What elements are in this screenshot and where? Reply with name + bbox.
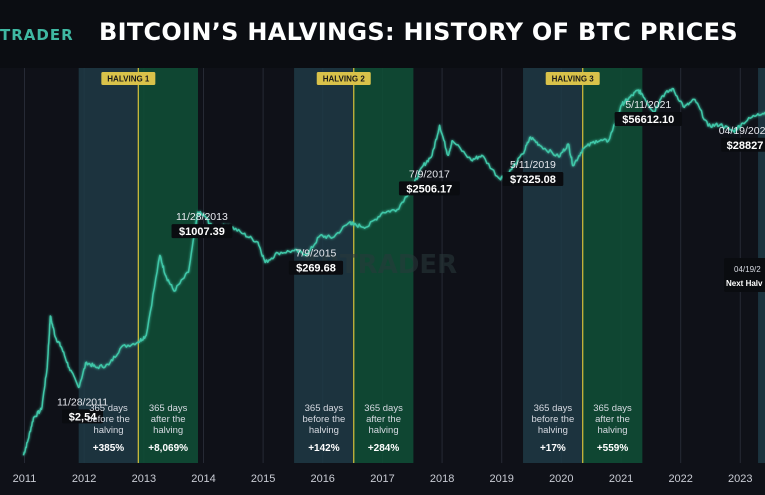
brand-logo-text: TRADER (0, 26, 74, 44)
halving-label-bg-1 (101, 72, 156, 85)
period-before-text-1-1: before the (87, 414, 130, 425)
annotation-date-6: 5/11/2021 (625, 99, 671, 111)
x-tick-2015: 2015 (251, 473, 275, 485)
period-after-pct-1: +8,069% (148, 443, 188, 454)
annotation-date-5: 5/11/2019 (510, 159, 556, 171)
annotation-7: 04/19/2023 $28827 (719, 125, 765, 152)
period-after-text-1-2: halving (153, 425, 183, 436)
next-halving-bg (724, 258, 765, 292)
band-before-halving-1 (78, 68, 139, 463)
annotation-date-1: 11/28/2011 (57, 396, 108, 408)
period-before-text-1-2: halving (93, 425, 123, 436)
annotation-3: 7/9/2015 $269.68 (288, 248, 344, 275)
x-tick-2014: 2014 (191, 473, 215, 485)
annotation-price-1: $2,54 (69, 411, 97, 423)
annotation-price-4: $2506.17 (406, 183, 452, 195)
annotation-price-bg-2 (171, 224, 233, 239)
band-after-halving-2 (353, 68, 414, 463)
x-tick-2013: 2013 (132, 473, 156, 485)
period-before-text-2-0: 365 days (305, 403, 344, 414)
period-after-text-1-1: after the (151, 414, 186, 425)
annotation-price-6: $56612.10 (622, 114, 674, 126)
next-halving-text: Next Halv (726, 279, 763, 288)
halving-label-3: HALVING 3 (552, 75, 595, 84)
period-after-text-3-2: halving (597, 425, 627, 436)
x-tick-2018: 2018 (430, 473, 454, 485)
x-tick-2019: 2019 (489, 473, 513, 485)
period-after-text-1-0: 365 days (149, 403, 188, 414)
period-after-pct-3: +559% (597, 443, 629, 454)
period-before-text-3-0: 365 days (534, 403, 573, 414)
halving-label-2: HALVING 2 (323, 75, 366, 84)
x-tick-2012: 2012 (72, 473, 96, 485)
annotation-price-bg-1 (62, 409, 104, 424)
x-tick-2016: 2016 (310, 473, 334, 485)
annotation-6: 5/11/2021 $56612.10 (614, 99, 683, 127)
annotation-price-bg-6 (614, 112, 683, 127)
period-before-pct-3: +17% (540, 443, 566, 454)
period-after-text-3-1: after the (595, 414, 630, 425)
x-tick-2022: 2022 (668, 473, 692, 485)
x-tick-2017: 2017 (370, 473, 394, 485)
halving-label-bg-3 (545, 72, 600, 85)
period-after-pct-2: +284% (368, 443, 400, 454)
annotation-price-bg-5 (502, 171, 564, 186)
annotation-price-bg-4 (398, 181, 460, 196)
annotation-price-bg-3 (288, 260, 344, 275)
period-before-text-1-0: 365 days (89, 403, 128, 414)
halving-label-bg-2 (316, 72, 371, 85)
annotation-price-2: $1007.39 (179, 226, 225, 238)
period-before-text-3-2: halving (538, 425, 568, 436)
next-halving-label: 04/19/2 Next Halv (724, 258, 765, 292)
period-after-text-2-2: halving (369, 425, 399, 436)
annotation-2: 11/28/2013 $1007.39 (171, 211, 233, 239)
band-after-halving-3 (582, 68, 643, 463)
period-before-text-2-2: halving (309, 425, 339, 436)
next-halving-date: 04/19/2 (734, 265, 761, 274)
x-tick-2021: 2021 (609, 473, 633, 485)
period-before-text-3-1: before the (531, 414, 574, 425)
price-annotations: 11/28/2011 $2,54 11/28/2013 $1007.39 7/9/201… (57, 99, 765, 424)
band-before-halving-3 (523, 68, 583, 463)
x-tick-2011: 2011 (13, 473, 37, 485)
annotation-1: 11/28/2011 $2,54 (57, 396, 108, 424)
chart-header: TRADER BITCOIN’S HALVINGS: HISTORY OF BT… (0, 0, 765, 68)
annotation-price-bg-7 (721, 137, 765, 152)
annotation-date-3: 7/9/2015 (296, 248, 337, 260)
period-after-text-2-0: 365 days (364, 403, 403, 414)
chart-title: BITCOIN’S HALVINGS: HISTORY OF BTC PRICE… (99, 18, 738, 46)
x-tick-2023: 2023 (728, 473, 752, 485)
period-before-pct-2: +142% (308, 443, 340, 454)
x-tick-2020: 2020 (549, 473, 573, 485)
x-axis: 2011 2012 2013 2014 2015 2016 2017 2018 2019 2020… (13, 473, 753, 485)
period-before-pct-1: +385% (93, 443, 125, 454)
annotation-price-5: $7325.08 (510, 174, 556, 186)
band-after-halving-1 (138, 68, 198, 463)
annotation-price-3: $269.68 (296, 263, 336, 275)
halving-label-1: HALVING 1 (107, 75, 150, 84)
period-after-text-3-0: 365 days (593, 403, 632, 414)
annotation-5: 5/11/2019 $7325.08 (502, 159, 564, 186)
period-after-text-2-1: after the (366, 414, 401, 425)
annotation-date-2: 11/28/2013 (176, 211, 228, 223)
annotation-date-4: 7/9/2017 (409, 168, 450, 180)
annotation-4: 7/9/2017 $2506.17 (398, 168, 460, 196)
period-before-text-2-1: before the (303, 414, 346, 425)
annotation-price-7: $28827 (727, 140, 764, 152)
annotation-date-7: 04/19/2023 (719, 125, 765, 137)
